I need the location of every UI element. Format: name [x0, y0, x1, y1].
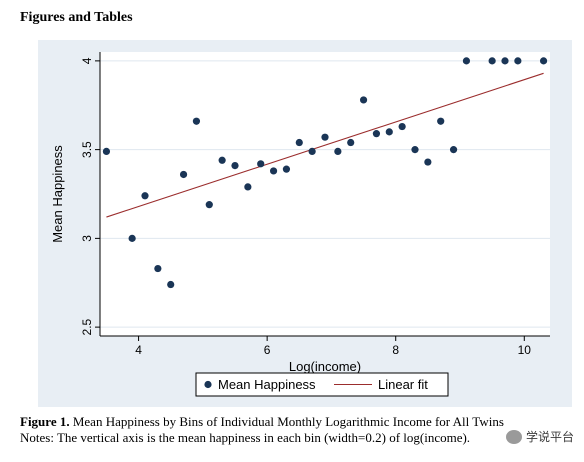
y-axis-title: Mean Happiness — [50, 145, 65, 243]
y-tick-label: 3 — [80, 235, 94, 242]
data-point — [154, 264, 162, 273]
y-tick-label: 2.5 — [80, 318, 94, 335]
data-point — [424, 158, 432, 166]
x-tick-label: 10 — [518, 343, 532, 357]
data-point — [539, 57, 548, 65]
wechat-icon — [505, 429, 522, 444]
legend-marker — [204, 380, 212, 389]
chart-panel: 2.5 3 3.5 4 4 6 8 10 Log(income) Mean Happiness Me… — [38, 40, 572, 407]
data-point — [372, 130, 381, 138]
legend-label: Linear fit — [378, 377, 428, 392]
watermark: 学说平台 — [503, 428, 576, 445]
data-point — [359, 96, 368, 104]
data-point — [231, 162, 239, 170]
watermark-text: 学说平台 — [525, 430, 574, 444]
data-point — [102, 147, 111, 155]
scatter-chart: 2.5 3 3.5 4 4 6 8 10 Log(income) Mean Happiness Me… — [50, 52, 550, 397]
data-point — [167, 280, 175, 289]
data-point — [141, 192, 149, 200]
caption-line: Figure 1. Mean Happiness by Bins of Indi… — [20, 414, 580, 430]
data-point — [192, 117, 201, 125]
x-tick-label: 4 — [135, 343, 142, 357]
x-tick-label: 6 — [264, 343, 271, 357]
y-tick-label: 4 — [80, 57, 94, 64]
data-point — [295, 138, 303, 147]
data-point — [334, 147, 342, 155]
caption-note: Notes: The vertical axis is the mean hap… — [20, 430, 471, 445]
data-point — [514, 57, 522, 65]
figure-caption: Figure 1. Mean Happiness by Bins of Indi… — [20, 414, 580, 446]
y-tick-label: 3.5 — [80, 141, 94, 158]
x-tick-label: 8 — [392, 343, 399, 357]
caption-label: Figure 1. — [20, 414, 70, 429]
data-point — [282, 165, 291, 173]
data-point — [128, 234, 136, 242]
data-point — [411, 146, 419, 154]
data-point — [449, 146, 458, 154]
data-point — [308, 147, 316, 155]
data-point — [437, 117, 445, 125]
data-point — [488, 57, 496, 65]
data-point — [501, 57, 509, 65]
page-heading: Figures and Tables — [20, 10, 133, 25]
data-point — [257, 160, 265, 168]
plot-area — [100, 52, 550, 336]
data-point — [385, 128, 393, 136]
data-point — [347, 138, 355, 147]
data-point — [205, 201, 213, 209]
x-axis-title: Log(income) — [289, 359, 361, 374]
caption-text: Mean Happiness by Bins of Individual Mon… — [69, 414, 504, 429]
legend-box — [195, 372, 449, 397]
data-point — [269, 167, 278, 175]
data-point — [244, 183, 252, 191]
data-point — [218, 156, 226, 164]
data-point — [398, 122, 406, 131]
data-point — [462, 57, 471, 65]
data-point — [321, 133, 329, 141]
data-point — [179, 170, 188, 179]
fit-line — [106, 72, 544, 218]
legend-label: Mean Happiness — [218, 377, 316, 392]
